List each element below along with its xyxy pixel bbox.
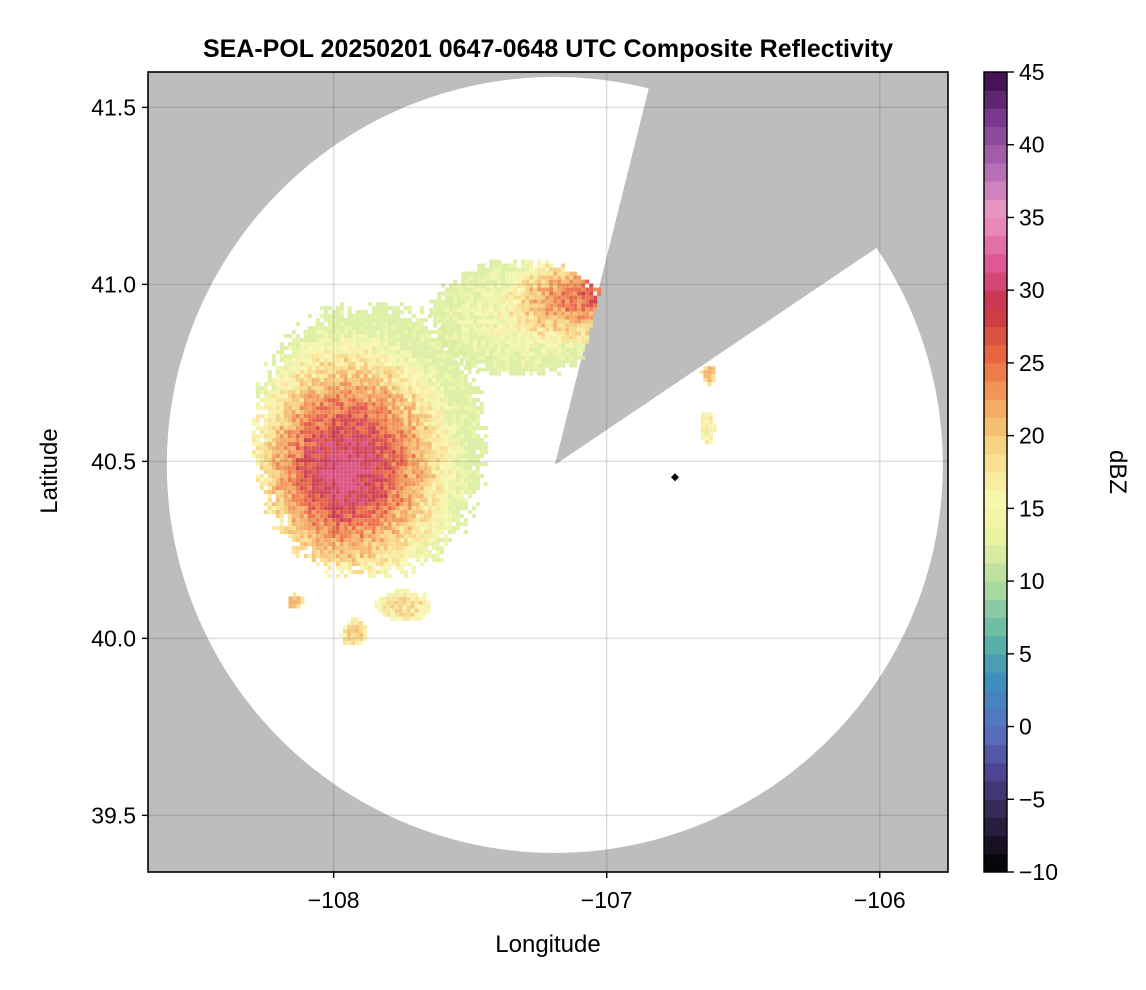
colorbar-bin xyxy=(984,253,1007,273)
colorbar-bin xyxy=(984,381,1007,400)
echo-region-north-band xyxy=(429,259,602,376)
colorbar-bin xyxy=(984,781,1007,800)
colorbar-bin xyxy=(984,217,1007,237)
y-tick-label: 41.5 xyxy=(91,94,136,120)
colorbar-bin xyxy=(984,181,1007,200)
echo-region-main-band xyxy=(251,302,488,579)
colorbar-bin xyxy=(984,290,1007,309)
colorbar-bin xyxy=(984,762,1007,782)
colorbar-bin xyxy=(984,235,1007,255)
y-axis-label: Latitude xyxy=(36,428,63,513)
colorbar-bin xyxy=(984,126,1007,146)
colorbar-bin xyxy=(984,672,1007,691)
chart-title: SEA-POL 20250201 0647-0648 UTC Composite… xyxy=(203,35,893,63)
colorbar-bin xyxy=(984,399,1007,418)
colorbar-bin xyxy=(984,526,1007,546)
colorbar-bin xyxy=(984,108,1007,128)
colorbar-bin xyxy=(984,472,1007,491)
grid-lines xyxy=(148,72,948,872)
colorbar-bin xyxy=(984,726,1007,746)
y-tick-label: 40.0 xyxy=(91,625,136,651)
colorbar-frame xyxy=(983,71,1008,873)
x-tick-label: −106 xyxy=(854,887,906,913)
colorbar-bin xyxy=(984,653,1007,673)
colorbar-bin xyxy=(984,435,1007,455)
colorbar-tick-label: 5 xyxy=(1019,641,1032,667)
colorbar-bin xyxy=(984,90,1007,109)
colorbar-tick-label: 15 xyxy=(1019,495,1045,521)
x-axis-ticks: −108 −107 −106 xyxy=(308,872,906,913)
colorbar-bin xyxy=(984,508,1007,528)
colorbar-tick-label: 10 xyxy=(1019,568,1045,594)
colorbar-tick-label: 25 xyxy=(1019,350,1045,376)
colorbar-bin xyxy=(984,853,1007,873)
colorbar-bin xyxy=(984,835,1007,855)
colorbar-bin xyxy=(984,690,1007,709)
colorbar-tick-label: 20 xyxy=(1019,423,1045,449)
y-axis-ticks: 39.5 40.0 40.5 41.0 41.5 xyxy=(91,94,148,828)
colorbar-tick-label: 0 xyxy=(1019,714,1032,740)
colorbar-bin xyxy=(984,744,1007,764)
colorbar-swatches xyxy=(984,72,1007,873)
colorbar-bin xyxy=(984,308,1007,328)
y-tick-label: 41.0 xyxy=(91,271,136,297)
colorbar-tick-label: −5 xyxy=(1019,786,1045,812)
colorbar-bin xyxy=(984,617,1007,637)
plot-frame xyxy=(147,71,949,873)
colorbar-bin xyxy=(984,199,1007,218)
echo-region-cell-106.64-40.75 xyxy=(699,366,716,387)
colorbar-bin xyxy=(984,599,1007,618)
colorbar-bin xyxy=(984,162,1007,182)
colorbar: −10 −5 0 5 10 15 20 25 30 35 40 45 dBZ xyxy=(983,59,1131,885)
echo-region-cell-108.15-40.12 xyxy=(288,592,305,609)
colorbar-bin xyxy=(984,562,1007,582)
plot-area: −108 −107 −106 39.5 40.0 40.5 41.0 41.5 xyxy=(91,71,949,913)
colorbar-bin xyxy=(984,272,1007,291)
colorbar-bin xyxy=(984,817,1007,837)
colorbar-bin xyxy=(984,544,1007,564)
colorbar-bin xyxy=(984,581,1007,600)
y-tick-label: 40.5 xyxy=(91,448,136,474)
radar-coverage-area xyxy=(166,76,943,853)
colorbar-ticks: −10 −5 0 5 10 15 20 25 30 35 40 45 xyxy=(1007,59,1058,885)
colorbar-bin xyxy=(984,72,1007,91)
colorbar-bin xyxy=(984,362,1007,382)
colorbar-bin xyxy=(984,708,1007,728)
colorbar-bin xyxy=(984,453,1007,473)
colorbar-bin xyxy=(984,144,1007,164)
x-tick-label: −108 xyxy=(308,887,360,913)
colorbar-bin xyxy=(984,344,1007,364)
echo-region-cell-107.78-40.09 xyxy=(374,588,431,621)
reflectivity-echoes xyxy=(251,259,717,646)
radar-site-marker xyxy=(670,473,679,482)
colorbar-label: dBZ xyxy=(1104,450,1131,494)
colorbar-bin xyxy=(984,490,1007,509)
colorbar-tick-label: 35 xyxy=(1019,204,1045,230)
y-tick-label: 39.5 xyxy=(91,802,136,828)
x-tick-label: −107 xyxy=(581,887,633,913)
echo-region-cell-106.63-40.6 xyxy=(700,412,717,445)
colorbar-tick-label: −10 xyxy=(1019,859,1058,885)
colorbar-bin xyxy=(984,417,1007,437)
colorbar-bin xyxy=(984,326,1007,346)
colorbar-tick-label: 45 xyxy=(1019,59,1045,85)
colorbar-bin xyxy=(984,635,1007,655)
colorbar-tick-label: 40 xyxy=(1019,132,1045,158)
x-axis-label: Longitude xyxy=(495,931,600,958)
colorbar-tick-label: 30 xyxy=(1019,277,1045,303)
echo-region-cell-107.93-40.02 xyxy=(339,617,368,646)
colorbar-bin xyxy=(984,799,1007,818)
